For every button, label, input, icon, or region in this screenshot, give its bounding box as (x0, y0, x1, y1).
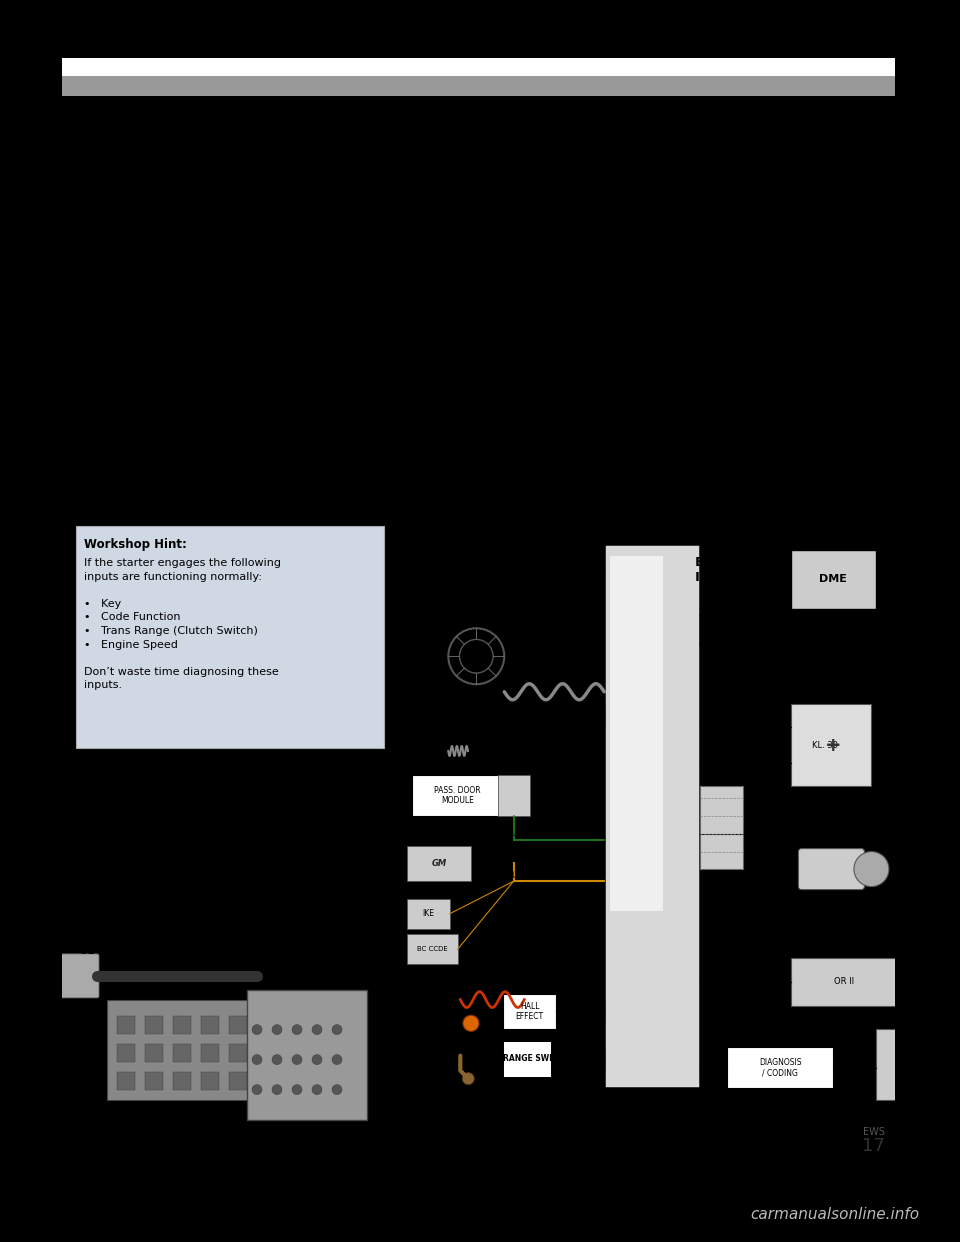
Text: - Engine Speed
- Doors
- Range Selection
- Lock - Unlock: - Engine Speed - Doors - Range Selection… (519, 887, 574, 909)
FancyBboxPatch shape (145, 1016, 163, 1033)
Text: HALL
EFFECT: HALL EFFECT (516, 1002, 543, 1021)
FancyBboxPatch shape (700, 786, 743, 869)
Circle shape (463, 1073, 474, 1084)
Text: +: + (826, 735, 842, 755)
Text: BC CCDE: BC CCDE (418, 946, 448, 953)
FancyBboxPatch shape (62, 76, 895, 96)
Text: IKE: IKE (422, 909, 434, 918)
Text: ↓: ↓ (595, 591, 603, 601)
Circle shape (312, 1054, 322, 1064)
Circle shape (272, 1054, 282, 1064)
Circle shape (252, 1054, 262, 1064)
FancyBboxPatch shape (610, 555, 662, 910)
Text: KL. 60: KL. 60 (732, 759, 758, 768)
FancyBboxPatch shape (799, 848, 864, 889)
Text: Code Function: Code Function (76, 298, 182, 310)
Circle shape (463, 1015, 479, 1031)
Text: CLUTCH
SWITCH: CLUTCH SWITCH (421, 976, 456, 995)
FancyBboxPatch shape (76, 527, 384, 748)
FancyBboxPatch shape (407, 934, 458, 964)
Text: P BUS: P BUS (497, 830, 522, 838)
FancyBboxPatch shape (201, 1072, 219, 1089)
Text: IBN: IBN (791, 628, 805, 637)
Circle shape (854, 852, 889, 887)
FancyBboxPatch shape (145, 1043, 163, 1062)
FancyBboxPatch shape (791, 704, 871, 786)
Text: KL. 30: KL. 30 (428, 563, 456, 571)
FancyBboxPatch shape (247, 990, 367, 1119)
Text: 13 pin cable adapter P/N
 61 3 190 for EWS III (3.2) diagnosis.: 13 pin cable adapter P/N 61 3 190 for EW… (76, 928, 291, 958)
FancyBboxPatch shape (173, 1016, 191, 1033)
FancyBboxPatch shape (413, 775, 503, 816)
Text: KL. R: KL. R (732, 723, 754, 732)
Circle shape (292, 1054, 302, 1064)
Circle shape (272, 1084, 282, 1094)
Text: KL. 30: KL. 30 (812, 740, 838, 749)
Circle shape (332, 1084, 342, 1094)
Circle shape (252, 1025, 262, 1035)
Text: RANGE SWITCH: RANGE SWITCH (503, 1054, 569, 1063)
Text: OR II: OR II (834, 977, 854, 986)
Text: GM: GM (431, 859, 446, 868)
FancyBboxPatch shape (229, 1016, 247, 1033)
FancyBboxPatch shape (727, 1047, 833, 1088)
Text: Workshop Hint:: Workshop Hint: (84, 538, 187, 551)
Text: EWS: EWS (863, 1126, 885, 1136)
Text: P/N
SELECTED: P/N SELECTED (411, 1100, 446, 1113)
Text: carmanualsonline.info: carmanualsonline.info (751, 1206, 920, 1222)
Text: PASS. DOOR
MODULE: PASS. DOOR MODULE (434, 786, 481, 805)
FancyBboxPatch shape (229, 1072, 247, 1089)
FancyBboxPatch shape (407, 846, 471, 882)
FancyBboxPatch shape (107, 1000, 267, 1099)
FancyBboxPatch shape (117, 1016, 135, 1033)
FancyBboxPatch shape (407, 899, 449, 929)
Text: The lock and unlock information arrives at the GM over the P-Bus from the door m: The lock and unlock information arrives … (76, 152, 615, 232)
Text: K BUS: K BUS (497, 871, 523, 879)
FancyBboxPatch shape (62, 58, 895, 76)
Text: If the starter engages the following
inputs are functioning normally:

•   Key
•: If the starter engages the following inp… (84, 558, 281, 691)
FancyBboxPatch shape (791, 550, 876, 609)
Text: Range selector position is still provided directly to the EWS III (3.2) control : Range selector position is still provide… (76, 457, 618, 504)
Text: RING ANTENNA: RING ANTENNA (447, 728, 506, 737)
FancyBboxPatch shape (117, 1072, 135, 1089)
Text: DME: DME (820, 574, 848, 584)
Circle shape (272, 1025, 282, 1035)
FancyBboxPatch shape (876, 1030, 929, 1100)
Circle shape (292, 1025, 302, 1035)
Text: EWS
III: EWS III (695, 555, 729, 584)
FancyBboxPatch shape (497, 775, 530, 816)
Text: Range Selector Position: Range Selector Position (76, 436, 255, 450)
Circle shape (332, 1025, 342, 1035)
FancyBboxPatch shape (503, 994, 556, 1030)
FancyBboxPatch shape (604, 544, 700, 1088)
FancyBboxPatch shape (201, 1016, 219, 1033)
Text: The code function status arrives at the EWS control module over the K-Bus. This : The code function status arrives at the … (76, 319, 612, 383)
FancyBboxPatch shape (229, 1043, 247, 1062)
Circle shape (332, 1054, 342, 1064)
Circle shape (312, 1025, 322, 1035)
Text: Lock and Unlock Requests: Lock and Unlock Requests (76, 130, 273, 143)
Circle shape (312, 1084, 322, 1094)
FancyBboxPatch shape (60, 954, 99, 997)
FancyBboxPatch shape (201, 1043, 219, 1062)
FancyBboxPatch shape (791, 958, 898, 1006)
FancyBboxPatch shape (173, 1043, 191, 1062)
Circle shape (252, 1084, 262, 1094)
FancyBboxPatch shape (145, 1072, 163, 1089)
FancyBboxPatch shape (117, 1043, 135, 1062)
FancyBboxPatch shape (503, 1041, 551, 1077)
Text: DIAGNOSIS
/ CODING: DIAGNOSIS / CODING (758, 1058, 802, 1077)
FancyBboxPatch shape (173, 1072, 191, 1089)
Text: 17: 17 (862, 1136, 885, 1155)
Circle shape (292, 1084, 302, 1094)
